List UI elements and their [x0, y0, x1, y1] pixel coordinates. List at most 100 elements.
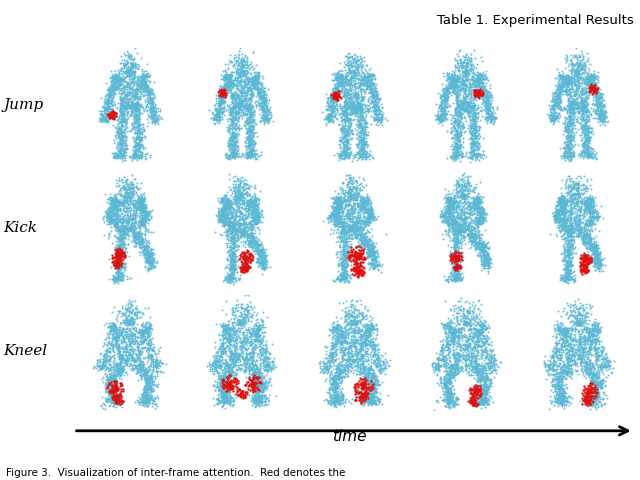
Point — [589, 395, 599, 402]
Point — [577, 351, 587, 359]
Point — [351, 90, 361, 98]
Point — [116, 397, 126, 405]
Point — [225, 274, 235, 282]
Point — [461, 320, 472, 327]
Point — [248, 397, 259, 405]
Point — [227, 223, 237, 230]
Point — [232, 135, 242, 143]
Point — [559, 73, 569, 81]
Point — [354, 396, 364, 404]
Point — [554, 324, 564, 331]
Point — [585, 338, 595, 346]
Point — [360, 329, 371, 337]
Point — [458, 103, 468, 111]
Point — [357, 125, 367, 132]
Point — [589, 331, 600, 338]
Point — [445, 243, 456, 251]
Point — [356, 195, 366, 203]
Point — [584, 219, 594, 227]
Point — [474, 107, 484, 114]
Point — [216, 82, 227, 89]
Point — [222, 324, 232, 332]
Point — [130, 109, 140, 117]
Point — [335, 340, 346, 348]
Point — [342, 115, 353, 123]
Point — [543, 356, 553, 363]
Point — [359, 147, 369, 155]
Point — [365, 204, 375, 212]
Point — [140, 393, 150, 400]
Point — [335, 378, 345, 386]
Point — [241, 246, 252, 254]
Point — [337, 257, 348, 264]
Point — [575, 66, 585, 73]
Point — [114, 307, 124, 315]
Point — [232, 350, 242, 358]
Point — [234, 105, 244, 113]
Point — [457, 119, 467, 126]
Point — [346, 108, 356, 116]
Point — [458, 313, 468, 321]
Point — [550, 202, 561, 209]
Point — [118, 90, 129, 97]
Point — [440, 205, 451, 213]
Point — [124, 81, 134, 88]
Point — [97, 111, 108, 119]
Point — [250, 102, 260, 109]
Point — [581, 264, 591, 272]
Point — [250, 106, 260, 114]
Point — [372, 114, 383, 121]
Point — [452, 364, 463, 372]
Point — [355, 202, 365, 210]
Point — [348, 207, 358, 215]
Point — [125, 226, 135, 234]
Point — [122, 224, 132, 231]
Point — [571, 340, 581, 348]
Point — [247, 330, 257, 338]
Point — [328, 101, 338, 108]
Point — [222, 84, 232, 91]
Point — [457, 81, 467, 89]
Point — [582, 196, 592, 204]
Point — [116, 394, 126, 401]
Point — [138, 242, 148, 250]
Point — [222, 367, 232, 375]
Point — [483, 116, 493, 124]
Point — [138, 345, 148, 352]
Point — [475, 331, 485, 339]
Point — [354, 99, 364, 107]
Point — [122, 196, 132, 204]
Point — [554, 219, 564, 227]
Point — [567, 223, 577, 230]
Point — [340, 257, 350, 264]
Point — [569, 342, 579, 349]
Point — [111, 84, 122, 92]
Point — [109, 204, 120, 211]
Point — [260, 264, 270, 272]
Point — [363, 389, 373, 397]
Point — [561, 72, 572, 80]
Point — [211, 96, 221, 104]
Point — [455, 229, 465, 237]
Point — [119, 324, 129, 332]
Point — [227, 116, 237, 123]
Point — [124, 72, 134, 79]
Point — [340, 398, 351, 406]
Point — [228, 369, 239, 377]
Point — [145, 378, 155, 385]
Point — [452, 228, 463, 235]
Point — [567, 275, 577, 283]
Point — [234, 77, 244, 84]
Point — [323, 363, 333, 371]
Point — [237, 83, 248, 90]
Point — [595, 379, 605, 387]
Point — [451, 253, 461, 261]
Point — [474, 75, 484, 83]
Point — [554, 327, 564, 335]
Point — [486, 341, 496, 349]
Point — [224, 140, 234, 147]
Point — [137, 79, 147, 86]
Point — [472, 388, 482, 396]
Point — [446, 216, 456, 224]
Point — [589, 383, 599, 391]
